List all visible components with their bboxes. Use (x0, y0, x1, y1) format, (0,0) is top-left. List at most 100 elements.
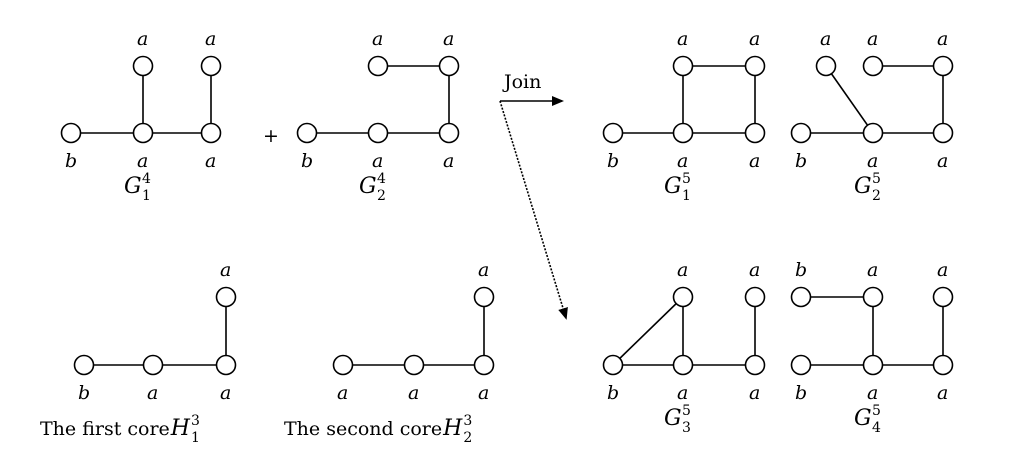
graph-vertex (790, 122, 812, 144)
vertex-label: a (372, 150, 383, 172)
graph-name: G 52 (854, 171, 881, 204)
vertex-label: a (147, 382, 158, 404)
vertex-label: a (867, 259, 878, 281)
vertex-label: b (607, 382, 619, 404)
vertex-label: a (749, 382, 760, 404)
vertex-label: a (205, 28, 216, 50)
graph-name-superscript: 4 (142, 171, 151, 187)
graph-g3-5: a ab a aG 53 (602, 259, 766, 436)
core-caption-text: The first core (40, 418, 170, 440)
vertex-label: b (78, 382, 90, 404)
graph-vertex (932, 354, 954, 376)
vertex-label: a (137, 150, 148, 172)
graph-vertex (744, 286, 766, 308)
graph-g4-5: b a ab a aG 54 (790, 259, 954, 436)
vertex-label: a (205, 150, 216, 172)
graph-name: G 53 (664, 403, 691, 436)
vertex-label: a (478, 259, 489, 281)
vertex-label: b (301, 150, 313, 172)
graph-vertex (932, 286, 954, 308)
graph-name: G 54 (854, 403, 881, 436)
graph-vertex (932, 122, 954, 144)
graph-name-subscript: 1 (682, 188, 691, 204)
graph-name-symbol: G (854, 174, 872, 199)
graph-vertex (215, 286, 237, 308)
graph-name: G 41 (124, 171, 151, 204)
graph-vertex (438, 55, 460, 77)
vertex-label: a (408, 382, 419, 404)
graph-vertex (332, 354, 354, 376)
vertex-label: a (937, 259, 948, 281)
graph-vertex (862, 55, 884, 77)
graph-vertex (296, 122, 318, 144)
graph-vertex (73, 354, 95, 376)
graph-vertex (602, 122, 624, 144)
vertex-label: a (677, 150, 688, 172)
vertex-label: b (607, 150, 619, 172)
graph-name-superscript: 4 (377, 171, 386, 187)
vertex-label: a (443, 150, 454, 172)
graph-name-superscript: 5 (682, 171, 691, 187)
vertex-label: a (443, 28, 454, 50)
vertex-label: a (867, 150, 878, 172)
graph-vertex (132, 122, 154, 144)
plus-operator: + (263, 125, 279, 147)
graph-vertex (744, 122, 766, 144)
graph-name-symbol: G (359, 174, 377, 199)
graph-name-symbol: H (170, 416, 191, 441)
graph-vertex (60, 122, 82, 144)
vertex-label: a (677, 382, 688, 404)
graph-name-symbol: G (854, 406, 872, 431)
join-arrow: Join (499, 71, 568, 320)
graph-name-subscript: 2 (377, 188, 386, 204)
graph-vertex (200, 122, 222, 144)
graph-name: G 42 (359, 171, 386, 204)
graph-g1-4: a ab a aG 41 (60, 28, 222, 204)
graph-vertex (132, 55, 154, 77)
vertex-label: b (795, 150, 807, 172)
graph-name-superscript: 3 (463, 413, 472, 429)
vertex-label: b (795, 259, 807, 281)
graph-h1-3: a b a a The first core H 31 (40, 259, 237, 446)
graph-vertex (367, 122, 389, 144)
vertex-label: a (820, 28, 831, 50)
core-caption: The first core H 31 (40, 413, 200, 446)
graph-vertex (215, 354, 237, 376)
graph-vertex (438, 122, 460, 144)
graph-vertex (142, 354, 164, 376)
graph-h2-3: a a a a The second core H 32 (284, 259, 495, 446)
core-caption: The second core H 32 (284, 413, 472, 446)
graph-vertex (403, 354, 425, 376)
graph-vertex (932, 55, 954, 77)
graph-edge (825, 65, 874, 134)
graph-vertex (672, 286, 694, 308)
graph-name-superscript: 3 (191, 413, 200, 429)
join-arrow-down (499, 100, 568, 320)
graph-vertex (862, 286, 884, 308)
vertex-label: a (478, 382, 489, 404)
vertex-label: a (749, 150, 760, 172)
vertex-label: a (749, 28, 760, 50)
graph-name-superscript: 5 (872, 171, 881, 187)
graph-name-symbol: G (124, 174, 142, 199)
vertex-label: a (937, 28, 948, 50)
graph-vertex (815, 55, 837, 77)
vertex-label: a (749, 259, 760, 281)
graph-vertex (672, 354, 694, 376)
graph-vertex (200, 55, 222, 77)
vertex-label: a (937, 150, 948, 172)
graph-vertex (790, 354, 812, 376)
vertex-label: a (220, 259, 231, 281)
graph-name-subscript: 2 (872, 188, 881, 204)
vertex-label: b (65, 150, 77, 172)
graph-vertex (862, 122, 884, 144)
graph-name: G 51 (664, 171, 691, 204)
graph-name-superscript: 5 (682, 403, 691, 419)
vertex-label: a (677, 28, 688, 50)
graph-vertex (602, 354, 624, 376)
vertex-label: a (867, 382, 878, 404)
vertex-label: a (867, 28, 878, 50)
graph-name-subscript: 3 (682, 420, 691, 436)
